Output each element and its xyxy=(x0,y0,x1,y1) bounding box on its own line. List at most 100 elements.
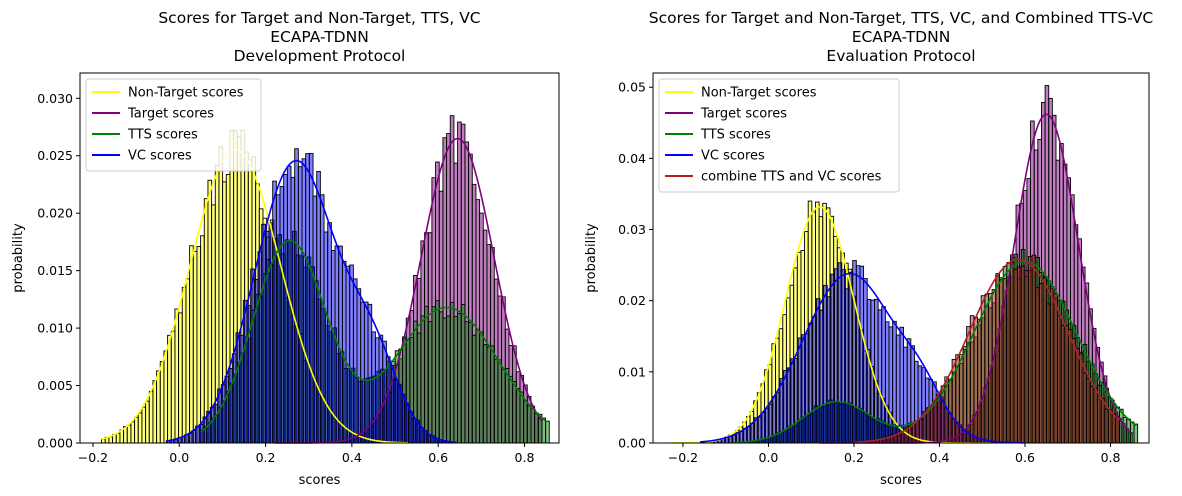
histogram-bar xyxy=(897,433,902,444)
y-axis-label: probability xyxy=(11,223,26,293)
histogram-bar xyxy=(174,308,180,444)
histogram-bar xyxy=(442,317,448,444)
histogram-bar xyxy=(213,403,219,444)
legend-box xyxy=(85,78,262,172)
legend-label: Target scores xyxy=(127,107,214,122)
histogram-bar xyxy=(855,265,861,444)
histogram-bar xyxy=(1024,270,1029,444)
histogram-bar xyxy=(877,309,883,444)
histogram-bar xyxy=(1078,353,1084,444)
kde-line-vc-scores xyxy=(699,272,1026,444)
histogram-bar xyxy=(400,393,406,444)
histogram-bar xyxy=(134,416,139,444)
histogram-bar xyxy=(464,321,470,444)
histogram-bar xyxy=(490,345,495,444)
histogram-bar xyxy=(407,410,413,444)
histogram-bar xyxy=(231,353,237,444)
histogram-bar xyxy=(493,359,499,444)
histogram-bar xyxy=(508,375,514,444)
histogram-bar xyxy=(349,264,354,444)
y-tick-label: 0.04 xyxy=(618,151,646,166)
histogram-bar xyxy=(823,284,828,444)
y-tick-label: 0.005 xyxy=(37,378,73,393)
histogram-bar xyxy=(301,158,307,444)
histogram-bar xyxy=(534,412,539,444)
kde-line-combine-tts-and-vc-scores xyxy=(853,258,1120,444)
histogram-bar xyxy=(1006,276,1011,444)
chart-title-line: ECAPA-TDNN xyxy=(270,28,369,46)
histogram-bar xyxy=(356,288,362,444)
histogram-bar xyxy=(512,380,517,444)
legend-box xyxy=(658,78,900,193)
histogram-bar xyxy=(900,431,906,444)
histogram-bar xyxy=(852,260,857,444)
histogram-bar xyxy=(203,198,209,444)
histogram-bar xyxy=(497,359,503,444)
histogram-bar xyxy=(159,361,165,444)
y-tick-label: 0.015 xyxy=(37,263,73,278)
y-tick-label: 0.000 xyxy=(37,436,73,451)
histogram-bar xyxy=(841,269,846,444)
x-tick-label: 0.4 xyxy=(342,450,362,465)
histogram-bar xyxy=(250,268,255,444)
histogram-bar xyxy=(1089,385,1095,444)
histogram-bar xyxy=(130,421,136,444)
histogram-bar xyxy=(1035,287,1040,444)
histogram-bar xyxy=(834,268,839,444)
histogram-bar xyxy=(998,278,1004,444)
histogram-bar xyxy=(385,356,391,444)
y-tick-label: 0.025 xyxy=(37,148,73,163)
histogram-bar xyxy=(743,427,748,444)
histogram-bar xyxy=(200,235,205,444)
histogram-bar xyxy=(1042,277,1048,444)
histogram-bar xyxy=(801,334,806,444)
histogram-bar xyxy=(545,420,550,444)
histogram-bar xyxy=(1013,268,1018,444)
histogram-bar xyxy=(1104,408,1109,444)
histogram-bar xyxy=(242,299,248,444)
histogram-bar xyxy=(418,426,424,444)
histogram-bar xyxy=(541,417,547,444)
histogram-bar xyxy=(501,368,506,444)
histogram-bar xyxy=(866,299,872,444)
histogram-bar xyxy=(826,296,832,444)
histogram-bar xyxy=(844,288,850,444)
histogram-bar xyxy=(431,306,437,444)
histogram-bar xyxy=(316,170,321,444)
histogram-bar xyxy=(1020,265,1026,444)
histogram-bar xyxy=(449,301,455,444)
histogram-bar xyxy=(937,395,942,444)
kde-line-tts-scores xyxy=(734,260,1137,444)
histogram-bar xyxy=(468,321,473,444)
kde-line-vc-scores xyxy=(166,159,456,444)
y-tick-label: 0.030 xyxy=(37,91,73,106)
histogram-bar xyxy=(804,333,810,444)
legend-label: TTS scores xyxy=(127,128,198,143)
histogram-bar xyxy=(404,402,409,444)
histogram-bar xyxy=(530,407,536,444)
histogram-bar xyxy=(167,334,172,444)
plot-frame xyxy=(652,72,1150,444)
x-tick-label: −0.2 xyxy=(78,450,108,465)
histogram-bar xyxy=(1097,395,1102,444)
x-tick-label: −0.2 xyxy=(668,450,698,465)
histogram-bar xyxy=(279,185,285,444)
histogram-bar xyxy=(371,331,376,444)
histogram-bar xyxy=(479,331,484,444)
legend-label: combine TTS and VC scores xyxy=(701,170,882,185)
legend-label: VC scores xyxy=(701,149,765,164)
histogram-bar xyxy=(1049,285,1055,444)
histogram-bar xyxy=(360,301,365,444)
histogram-bar xyxy=(209,407,215,444)
histogram-bar xyxy=(775,392,781,444)
histogram-bar xyxy=(170,330,176,444)
histogram-bar xyxy=(163,350,169,444)
histogram-bar xyxy=(141,406,147,444)
histogram-bar xyxy=(1053,292,1058,444)
histogram-bar xyxy=(275,194,281,444)
histogram-bar xyxy=(378,334,384,444)
legend-label: Non-Target scores xyxy=(128,86,244,101)
x-tick-label: 0.0 xyxy=(759,450,779,465)
histogram-bar xyxy=(1009,261,1015,444)
histogram-bar xyxy=(1071,338,1077,444)
